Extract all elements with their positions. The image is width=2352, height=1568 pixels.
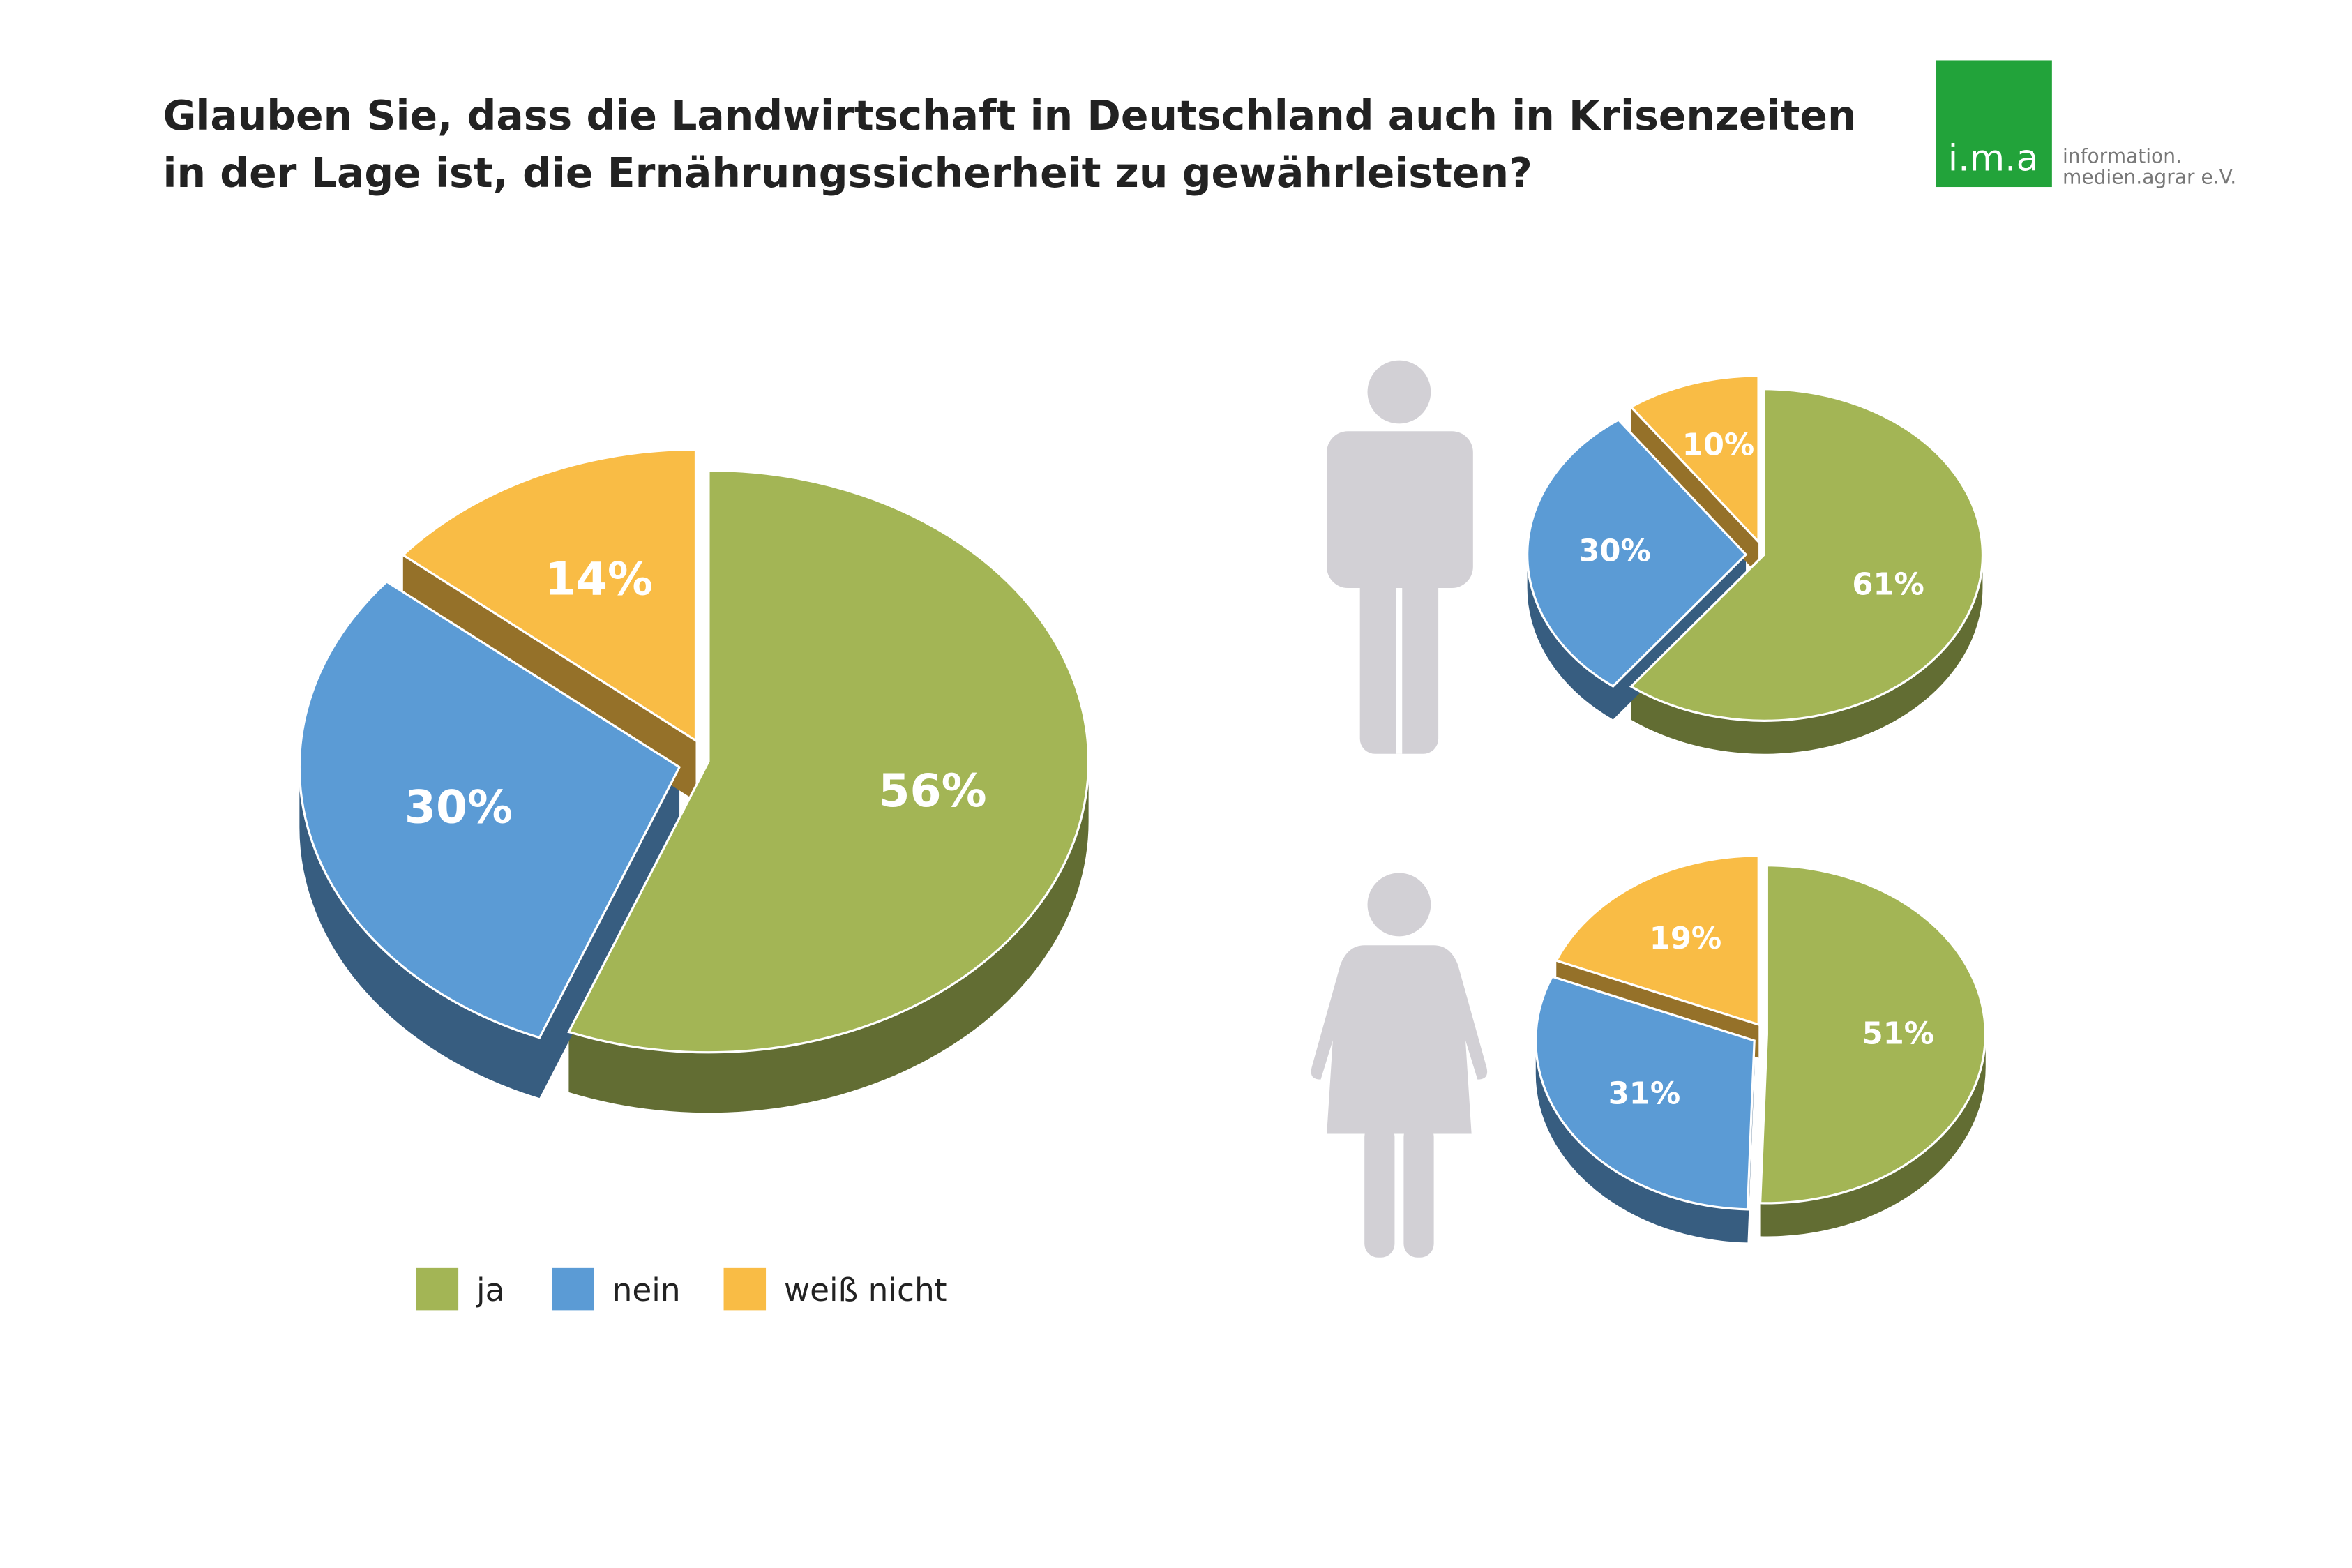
title-line: in der Lage ist, die Ernährungssicherhei…	[163, 149, 1532, 197]
legend-swatch	[416, 1267, 459, 1311]
leg-gap	[1396, 588, 1403, 754]
pie-chart: 56% 30% 14%	[298, 448, 1090, 1113]
value-label: 61%	[1852, 568, 1924, 603]
logo-box	[1936, 60, 2052, 188]
legend-label: weiß nicht	[784, 1272, 947, 1309]
legend-swatch	[723, 1267, 767, 1311]
leg	[1403, 1123, 1434, 1258]
slice	[1629, 388, 1984, 722]
logo-mark: i.m.a	[1948, 137, 2039, 179]
logo-text: medien.agrar e.V.	[2063, 166, 2236, 189]
slice-side	[1631, 389, 1983, 754]
value-label: 51%	[1862, 1017, 1934, 1052]
slice	[1629, 375, 1760, 545]
legend-label: nein	[612, 1272, 681, 1309]
title-line: Glauben Sie, dass die Landwirtschaft in …	[163, 92, 1856, 140]
slice-side	[568, 470, 1089, 1113]
slice	[1526, 418, 1748, 688]
slice	[1535, 975, 1756, 1211]
slice	[401, 448, 698, 743]
head	[1367, 873, 1431, 937]
dress	[1311, 945, 1488, 1134]
leg	[1364, 1123, 1395, 1258]
value-label: 19%	[1650, 921, 1721, 956]
woman-icon	[1311, 873, 1488, 1258]
value-label: 30%	[405, 782, 513, 834]
head	[1367, 360, 1431, 424]
pie-chart: 61% 30% 10%	[1526, 375, 1984, 754]
logo-text: information.	[2063, 144, 2182, 167]
value-label: 14%	[545, 554, 653, 606]
legend-swatch	[552, 1267, 594, 1311]
legend-label: ja	[476, 1272, 504, 1309]
slice	[1554, 854, 1760, 1027]
slice	[1758, 864, 1987, 1205]
logo: i.m.a information. medien.agrar e.V.	[1936, 60, 2236, 189]
value-label: 56%	[878, 765, 986, 817]
man-icon	[1327, 360, 1473, 754]
slice-side	[402, 449, 696, 801]
value-label: 31%	[1608, 1076, 1680, 1111]
slice	[567, 469, 1090, 1054]
value-label: 10%	[1682, 428, 1754, 462]
slice	[298, 580, 681, 1039]
value-label: 30%	[1578, 534, 1650, 568]
pie-chart: 51% 31% 19%	[1535, 854, 1987, 1243]
